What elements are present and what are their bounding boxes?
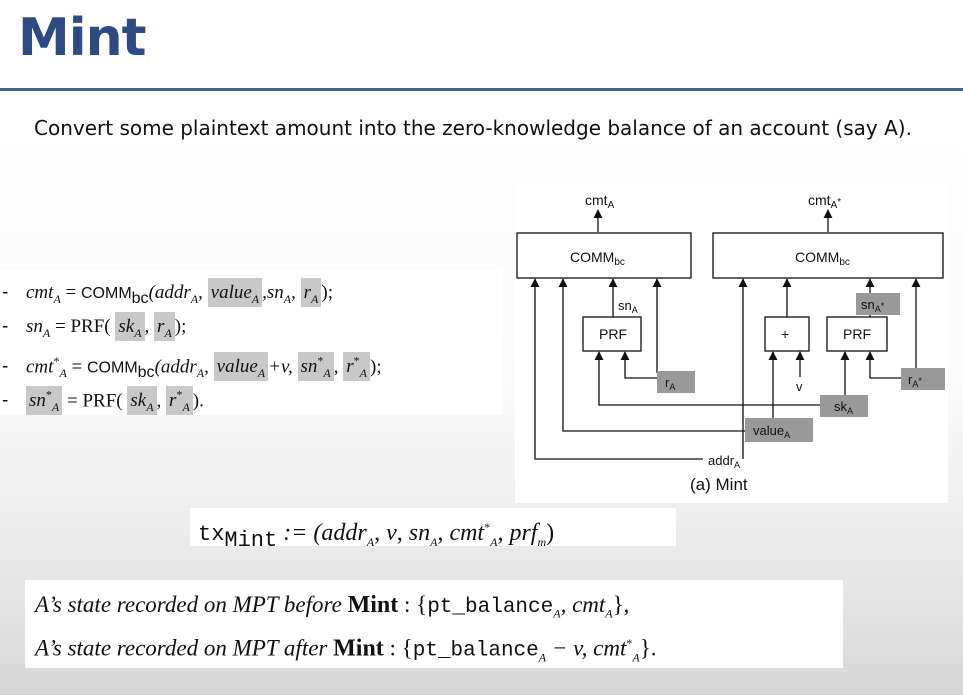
sk-highlight: skA: [127, 386, 157, 416]
value-highlight: valueA: [213, 352, 269, 382]
mint-diagram-svg: cmtA cmtA* COMMbc COMMbc PRF PRF + v snA…: [516, 192, 945, 494]
value-to-comm-left-arrow: [558, 278, 745, 432]
sn-star-label-box: [856, 293, 900, 315]
prf-label-left: PRF: [599, 326, 627, 342]
sn-star-highlight: sn*A: [297, 352, 334, 382]
equation-cmt-star: - cmt*A = COMMbc(addrA, valueA +v, sn*A, r…: [2, 352, 382, 382]
r-star-label: rA*: [908, 372, 922, 389]
state-after-line: A’s state recorded on MPT after Mint : {…: [35, 635, 657, 665]
v-label: v: [796, 379, 803, 394]
r-star-to-prf-arrow: [865, 351, 901, 379]
value-label-box: [745, 418, 813, 442]
prf-label-right: PRF: [843, 326, 871, 342]
sk-highlight: skA: [115, 312, 145, 341]
plus-label: +: [781, 326, 789, 342]
state-before-line: A’s state recorded on MPT before Mint : …: [35, 592, 630, 621]
r-star-label-box: [901, 368, 945, 390]
mint-diagram: cmtA cmtA* COMMbc COMMbc PRF PRF + v snA…: [515, 185, 948, 503]
comm-box-left: [516, 232, 692, 279]
prf-box-right: [826, 316, 888, 352]
r-star-highlight: r*A: [343, 352, 370, 382]
r-star-highlight: r*A: [166, 386, 193, 416]
r-highlight: rA: [300, 278, 322, 307]
equation-list: - cmtA = COMMbc(addrA, valueA ,snA, rA); -…: [0, 270, 503, 416]
addr-label: addrA: [708, 453, 740, 470]
sn-star-highlight: sn*A: [26, 386, 63, 416]
value-label: valueA: [753, 423, 790, 440]
value-highlight: valueA: [207, 278, 263, 307]
addr-to-comm-left-arrow: [530, 278, 703, 460]
sk-label: skA: [834, 399, 853, 416]
slide-title: Mint: [18, 8, 146, 68]
comm-label-left: COMMbc: [570, 249, 625, 268]
r-label-box: [657, 371, 695, 393]
title-divider: [0, 88, 963, 91]
comm-box-right: [712, 232, 944, 279]
r-highlight: rA: [154, 312, 175, 341]
cmt-output-label: cmtA: [585, 192, 615, 211]
sn-label: snA: [618, 298, 638, 315]
intro-text: Convert some plaintext amount into the z…: [34, 116, 912, 140]
r-to-prf-arrow: [620, 351, 657, 379]
prf-box-left: [582, 316, 642, 352]
r-label: rA: [665, 375, 675, 392]
diagram-caption: (a) Mint: [690, 475, 748, 494]
equation-sn: - snA = PRF( skA, rA);: [0, 310, 503, 344]
cmt-star-output-label: cmtA*: [808, 192, 841, 211]
comm-label-right: COMMbc: [795, 249, 850, 268]
sk-to-prf-left-arrow: [594, 351, 820, 406]
state-box: A’s state recorded on MPT before Mint : …: [25, 580, 843, 668]
tx-mint-formula: txMint := (addrA, v, snA, cmt*A, prfm): [190, 508, 676, 553]
equation-cmt: - cmtA = COMMbc(addrA, valueA ,snA, rA);: [0, 276, 503, 310]
sk-label-box: [820, 395, 868, 417]
equation-sn-star: - sn*A = PRF( skA, r*A).: [2, 386, 204, 416]
sn-star-label: snA*: [861, 297, 885, 314]
